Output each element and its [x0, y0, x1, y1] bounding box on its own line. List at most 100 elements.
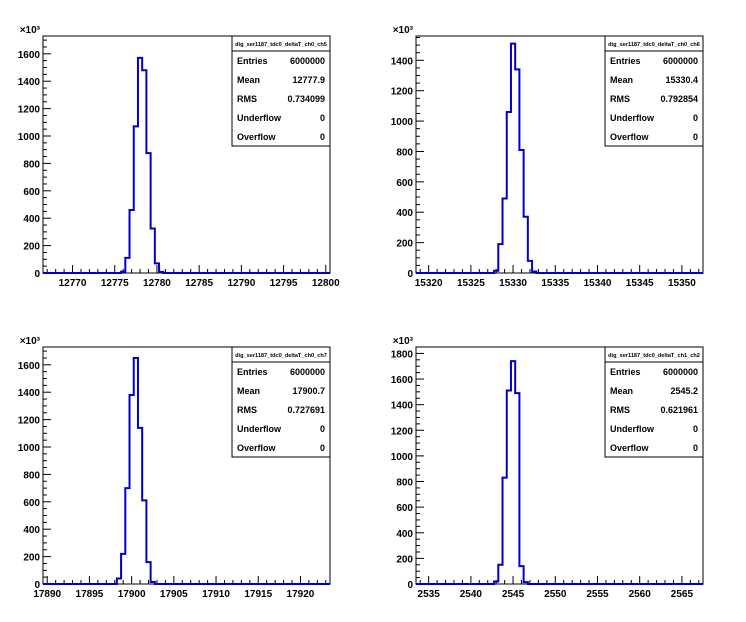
x-tick-label: 12785	[185, 278, 213, 289]
stat-value: 0.621961	[660, 405, 698, 415]
y-tick-label: 1600	[391, 375, 414, 386]
stat-value: 0.734099	[287, 94, 325, 104]
x-tick-label: 15325	[457, 278, 485, 289]
stat-value: 0	[320, 113, 325, 123]
stat-label: Mean	[237, 386, 260, 396]
y-tick-label: 800	[396, 147, 413, 158]
x-tick-label: 2550	[544, 589, 567, 600]
y-tick-label: 400	[23, 214, 40, 225]
x-tick-label: 2535	[418, 589, 441, 600]
stat-label: Overflow	[237, 443, 277, 453]
y-tick-label: 200	[23, 553, 40, 564]
stat-value: 15330.4	[665, 75, 698, 85]
y-tick-label: 200	[396, 554, 413, 565]
stats-title: dig_ser1187_tdc0_deltaT_ch1_ch2	[608, 353, 700, 359]
stat-label: Mean	[610, 386, 633, 396]
y-tick-label: 800	[23, 159, 40, 170]
x-tick-label: 15350	[668, 278, 696, 289]
x-tick-label: 2545	[502, 589, 525, 600]
stats-title: dig_ser1187_tdc0_deltaT_ch0_ch6	[608, 42, 700, 48]
x-tick-label: 17900	[118, 589, 146, 600]
stat-label: RMS	[237, 94, 257, 104]
y-tick-label: 1400	[18, 388, 41, 399]
stat-label: Underflow	[610, 113, 655, 123]
x-tick-label: 17905	[160, 589, 188, 600]
stat-value: 0	[320, 424, 325, 434]
stat-label: Overflow	[237, 132, 277, 142]
stats-title: dig_ser1187_tdc0_deltaT_ch0_ch7	[235, 353, 327, 359]
x-tick-label: 17920	[287, 589, 315, 600]
y-tick-label: 1000	[391, 452, 414, 463]
histogram-panel-ch0-ch6: 0 200 400 600 800 1000 1200 1400 ×10³ 15320 15325 1…	[391, 25, 704, 289]
y-tick-label: 1600	[18, 50, 41, 61]
y-tick-label: 0	[34, 580, 40, 591]
y-tick-label: 1000	[18, 443, 41, 454]
y-tick-label: 0	[407, 580, 413, 591]
y-tick-label: 1200	[18, 416, 41, 427]
y-tick-label: 1000	[18, 132, 41, 143]
stat-label: Underflow	[237, 113, 282, 123]
stat-value: 0	[320, 443, 325, 453]
x-tick-label: 2560	[629, 589, 652, 600]
y-exponent-label: ×10³	[393, 25, 414, 36]
y-tick-label: 1000	[391, 117, 414, 128]
x-tick-label: 17895	[76, 589, 104, 600]
stat-value: 0.792854	[660, 94, 698, 104]
y-exponent-label: ×10³	[20, 25, 41, 36]
stat-value: 6000000	[290, 56, 325, 66]
y-tick-label: 1400	[391, 401, 414, 412]
y-tick-label: 200	[396, 239, 413, 250]
histogram-panel-ch0-ch5: 0 200 400 600 800 1000 1200 1400 1600 ×10³ 12770 12…	[18, 25, 340, 289]
stat-value: 0	[693, 132, 698, 142]
stat-label: Entries	[610, 56, 641, 66]
x-tick-label: 17890	[33, 589, 61, 600]
stat-label: Entries	[610, 367, 641, 377]
histogram-line	[43, 356, 330, 585]
histogram-line	[416, 360, 703, 585]
stat-label: Underflow	[610, 424, 655, 434]
y-tick-label: 1600	[18, 361, 41, 372]
x-tick-label: 15345	[626, 278, 654, 289]
stat-value: 0	[693, 113, 698, 123]
stats-title: dig_ser1187_tdc0_deltaT_ch0_ch5	[235, 42, 327, 48]
stat-label: Underflow	[237, 424, 282, 434]
y-tick-label: 400	[23, 525, 40, 536]
y-tick-label: 0	[407, 269, 413, 280]
stat-value: 6000000	[663, 367, 698, 377]
y-exponent-label: ×10³	[393, 336, 414, 347]
y-tick-label: 400	[396, 208, 413, 219]
x-tick-label: 15335	[541, 278, 569, 289]
stats-box: dig_ser1187_tdc0_deltaT_ch0_ch6 Entries 60…	[604, 35, 704, 147]
y-tick-label: 1400	[391, 56, 414, 67]
y-tick-label: 600	[396, 178, 413, 189]
stat-label: RMS	[610, 94, 630, 104]
stat-value: 0	[320, 132, 325, 142]
stats-box-frame	[604, 35, 704, 147]
x-tick-label: 12790	[227, 278, 255, 289]
y-tick-label: 1400	[18, 77, 41, 88]
stat-value: 6000000	[290, 367, 325, 377]
stats-box-frame	[231, 35, 331, 147]
x-tick-label: 12770	[59, 278, 87, 289]
x-tick-label: 15340	[584, 278, 612, 289]
y-exponent-label: ×10³	[20, 336, 41, 347]
stat-value: 17900.7	[292, 386, 325, 396]
x-tick-label: 2555	[586, 589, 609, 600]
x-tick-label: 12795	[270, 278, 298, 289]
x-tick-label: 17915	[244, 589, 272, 600]
stats-box-frame	[231, 346, 331, 458]
x-tick-label: 15330	[499, 278, 527, 289]
histogram-panel-ch0-ch7: 0 200 400 600 800 1000 1200 1400 1600 ×10³ 17890 17…	[18, 336, 331, 600]
histogram-panel-ch1-ch2: 0 200 400 600 800 1000 1200 1400 1600 1800 ×10³ 253…	[391, 336, 704, 600]
y-tick-label: 200	[23, 242, 40, 253]
stat-label: Overflow	[610, 443, 650, 453]
y-tick-label: 600	[396, 503, 413, 514]
stat-value: 2545.2	[670, 386, 698, 396]
stat-value: 6000000	[663, 56, 698, 66]
stats-box: dig_ser1187_tdc0_deltaT_ch1_ch2 Entries 60…	[604, 346, 704, 458]
y-tick-label: 1200	[18, 105, 41, 116]
stat-value: 0.727691	[287, 405, 325, 415]
stat-label: Mean	[237, 75, 260, 85]
stats-box-frame	[604, 346, 704, 458]
